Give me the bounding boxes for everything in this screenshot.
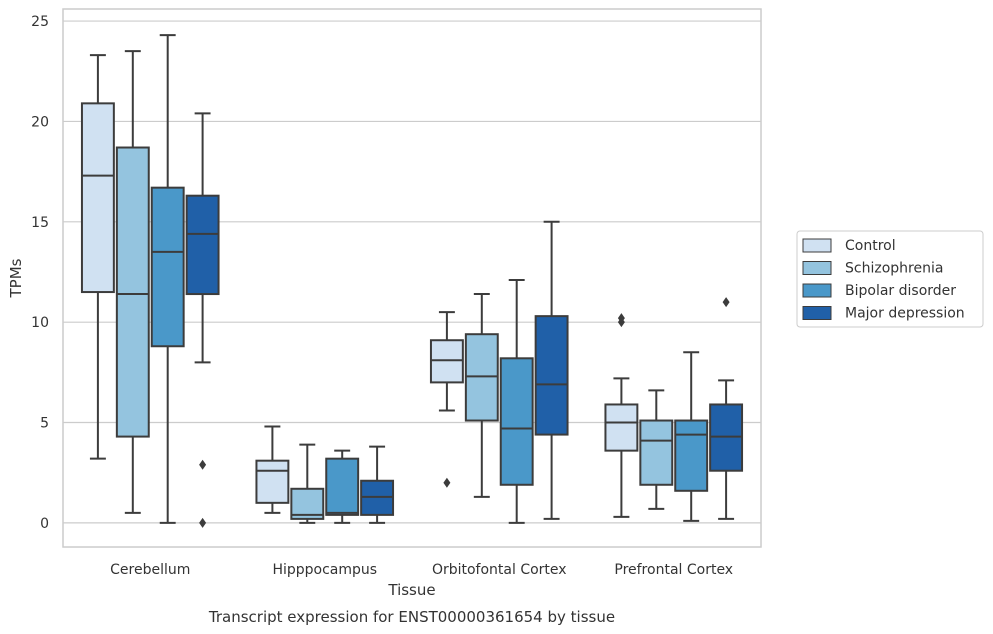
box-major-depression bbox=[709, 297, 744, 520]
y-tick-label: 5 bbox=[40, 416, 49, 432]
box-iqr bbox=[325, 457, 360, 516]
box-schizophrenia bbox=[464, 293, 499, 498]
box-control bbox=[80, 54, 115, 460]
box-group-orbitofontal-cortex bbox=[429, 220, 569, 524]
legend-frame bbox=[796, 230, 984, 328]
y-tick-label: 0 bbox=[40, 516, 49, 532]
box-bipolar-disorder bbox=[674, 351, 709, 522]
box-control bbox=[429, 311, 464, 488]
outlier-point bbox=[199, 459, 207, 470]
legend-entry-label: Schizophrenia bbox=[845, 261, 943, 277]
y-axis-label: TPMs bbox=[7, 258, 25, 298]
box-group-cerebellum bbox=[80, 34, 220, 528]
y-tick-labels: 0 5 10 15 20 25 bbox=[31, 14, 49, 532]
x-axis-label: Tissue bbox=[387, 581, 435, 599]
box-iqr bbox=[429, 339, 464, 384]
outlier-point bbox=[722, 297, 730, 308]
box-iqr bbox=[115, 146, 150, 438]
box-bipolar-disorder bbox=[499, 279, 534, 524]
box-iqr bbox=[499, 357, 534, 486]
outlier-point bbox=[443, 477, 451, 488]
y-tick-label: 25 bbox=[31, 14, 49, 30]
figure-caption: Transcript expression for ENST0000036165… bbox=[208, 608, 615, 626]
box-iqr bbox=[674, 419, 709, 492]
legend-swatch bbox=[802, 283, 832, 298]
legend-entry-label: Bipolar disorder bbox=[845, 283, 956, 299]
y-tick-label: 15 bbox=[31, 215, 49, 231]
plot-area-frame bbox=[62, 8, 762, 548]
box-bipolar-disorder bbox=[325, 449, 360, 524]
box-iqr bbox=[80, 102, 115, 294]
box-schizophrenia bbox=[639, 389, 674, 510]
box-control bbox=[604, 313, 639, 518]
legend-entry-label: Major depression bbox=[845, 306, 965, 322]
box-major-depression bbox=[185, 112, 220, 528]
box-schizophrenia bbox=[115, 50, 150, 514]
outlier-point bbox=[617, 317, 625, 328]
x-tick-label: Cerebellum bbox=[110, 562, 190, 578]
box-iqr bbox=[709, 403, 744, 472]
y-tick-label: 20 bbox=[31, 114, 49, 130]
legend-swatch bbox=[802, 306, 832, 320]
box-iqr bbox=[255, 459, 290, 504]
box-group-prefrontal-cortex bbox=[604, 297, 744, 522]
x-tick-labels: Cerebellum Hipppocampus Orbitofontal Corte… bbox=[110, 562, 733, 578]
box-group-hipppocampus bbox=[255, 425, 395, 524]
box-schizophrenia bbox=[290, 443, 325, 524]
x-tick-label: Hipppocampus bbox=[272, 562, 377, 578]
box-major-depression bbox=[534, 220, 569, 520]
box-bipolar-disorder bbox=[150, 34, 185, 524]
legend: Control Schizophrenia Bipolar disorder Majo… bbox=[796, 230, 984, 328]
legend-swatch bbox=[802, 238, 832, 253]
box-iqr bbox=[604, 403, 639, 452]
x-tick-label: Orbitofontal Cortex bbox=[432, 562, 567, 578]
box-iqr bbox=[185, 194, 220, 296]
outlier-point bbox=[199, 517, 207, 528]
boxes-layer bbox=[80, 34, 744, 528]
legend-entry-label: Control bbox=[845, 238, 896, 254]
box-iqr bbox=[639, 419, 674, 486]
box-major-depression bbox=[360, 445, 395, 524]
box-iqr bbox=[360, 479, 395, 516]
box-iqr bbox=[464, 333, 499, 422]
box-iqr bbox=[534, 315, 569, 436]
legend-swatch bbox=[802, 261, 832, 275]
box-control bbox=[255, 425, 290, 514]
x-tick-label: Prefrontal Cortex bbox=[614, 562, 733, 578]
y-tick-label: 10 bbox=[31, 315, 49, 331]
box-iqr bbox=[290, 487, 325, 520]
box-iqr bbox=[150, 186, 185, 348]
